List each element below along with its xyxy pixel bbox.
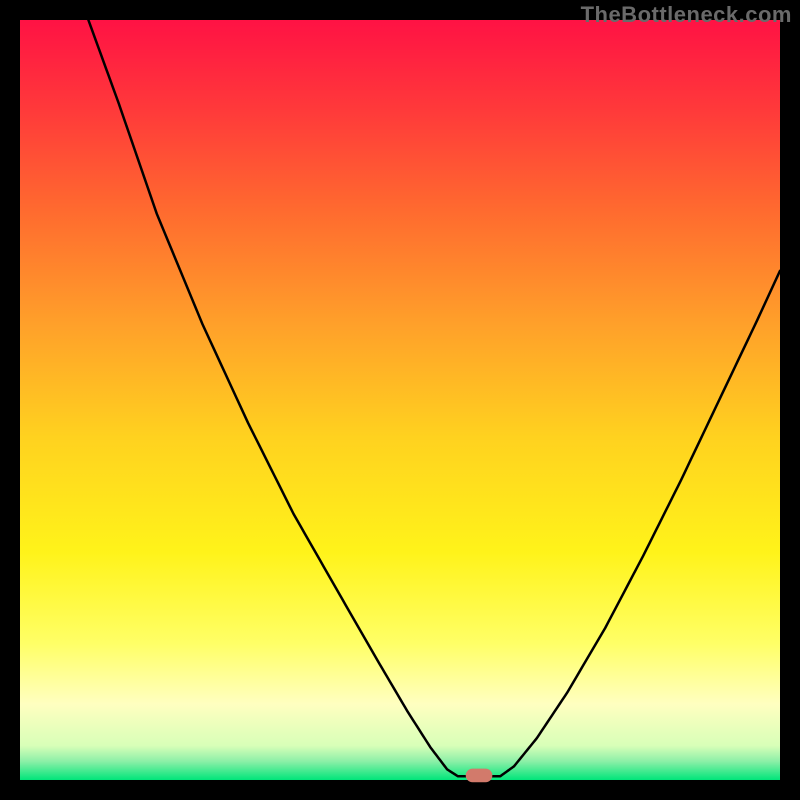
chart-frame: TheBottleneck.com (0, 0, 800, 800)
watermark-text: TheBottleneck.com (581, 2, 792, 28)
chart-background (0, 0, 800, 800)
optimal-marker (466, 769, 493, 783)
plot-area (20, 20, 780, 780)
